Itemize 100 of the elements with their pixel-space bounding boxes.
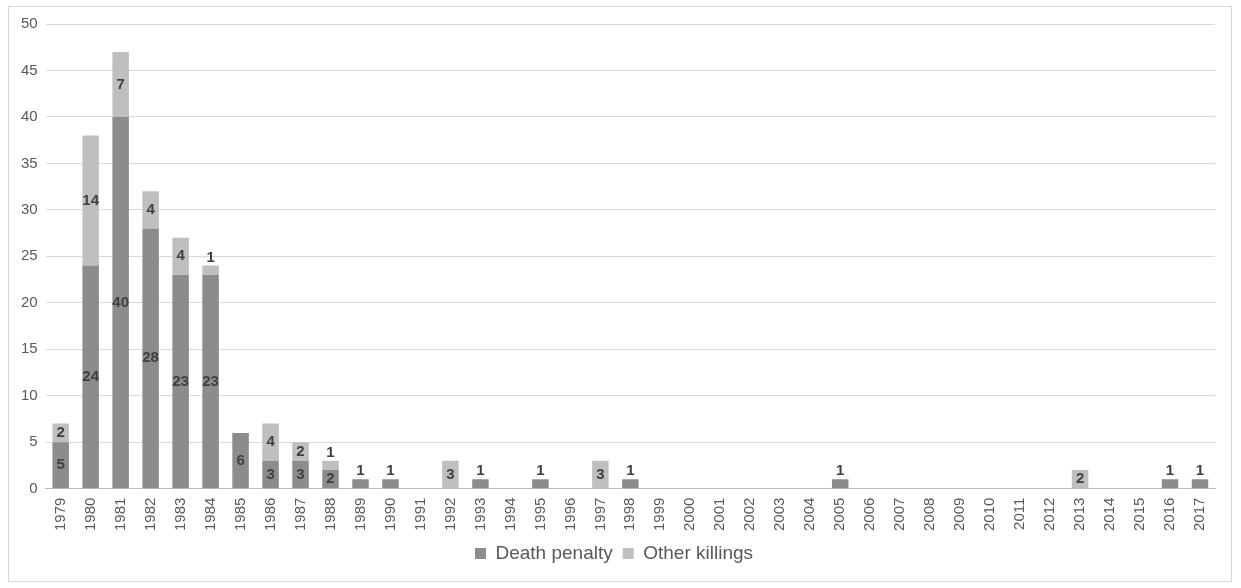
- data-label: 1: [836, 461, 845, 479]
- bar: [1191, 479, 1209, 489]
- x-tick-label: 1995: [530, 497, 548, 532]
- x-tick-label: 2017: [1190, 497, 1208, 532]
- bar: [142, 228, 159, 489]
- x-tick-label: 2000: [680, 497, 698, 532]
- data-label: 5: [56, 455, 65, 473]
- y-tick-label: 15: [21, 339, 38, 357]
- x-tick-label: 1986: [260, 497, 278, 532]
- x-tick-label: 2002: [740, 497, 758, 532]
- data-label: 4: [176, 246, 186, 264]
- x-tick-label: 2009: [950, 497, 968, 532]
- x-tick-label: 2016: [1160, 497, 1178, 532]
- x-tick-label: 2007: [890, 497, 908, 532]
- x-tick-label: 1991: [410, 497, 428, 532]
- bar: [52, 442, 69, 489]
- x-tick-label: 1980: [80, 497, 98, 532]
- bar: [112, 51, 129, 117]
- data-label: 23: [202, 371, 219, 389]
- bar: [82, 265, 99, 489]
- bar: [1161, 479, 1179, 489]
- x-tick-label: 1982: [140, 497, 158, 532]
- bar: [352, 479, 369, 489]
- legend-label: Other killings: [643, 541, 754, 563]
- y-tick-label: 10: [21, 385, 38, 403]
- x-tick-label: 1992: [440, 497, 458, 532]
- data-label: 1: [356, 461, 365, 479]
- x-tick-label: 1979: [50, 497, 68, 532]
- y-tick-label: 45: [21, 60, 38, 78]
- data-label: 23: [172, 371, 189, 389]
- y-tick-label: 50: [21, 14, 38, 32]
- y-tick-label: 20: [21, 292, 38, 310]
- y-tick-label: 5: [29, 432, 38, 450]
- x-tick-label: 2004: [800, 497, 818, 532]
- x-tick-label: 2010: [980, 497, 998, 532]
- data-label: 3: [596, 464, 605, 482]
- x-tick-label: 1997: [590, 497, 608, 532]
- x-tick-label: 2015: [1130, 497, 1148, 532]
- data-label: 1: [536, 461, 545, 479]
- data-label: 40: [112, 292, 129, 310]
- x-tick-label: 1999: [650, 497, 668, 532]
- x-tick-label: 2001: [710, 497, 728, 532]
- bar: [322, 460, 339, 471]
- x-tick-label: 2014: [1100, 497, 1118, 532]
- x-tick-label: 2013: [1070, 497, 1088, 532]
- x-tick-label: 1998: [620, 497, 638, 532]
- x-tick-label: 2003: [770, 497, 788, 532]
- x-tick-label: 2012: [1040, 497, 1058, 532]
- bar: [831, 479, 849, 489]
- x-tick-label: 1981: [110, 497, 128, 532]
- bar: [382, 479, 399, 489]
- data-label: 1: [326, 442, 335, 460]
- data-label: 4: [146, 199, 156, 217]
- legend-label: Death penalty: [495, 541, 614, 563]
- data-label: 1: [386, 461, 395, 479]
- data-label: 6: [236, 450, 245, 468]
- y-tick-label: 25: [21, 246, 38, 264]
- bar: [82, 135, 99, 266]
- bar: [622, 479, 639, 489]
- x-tick-label: 1989: [350, 497, 368, 532]
- bar: [532, 479, 549, 489]
- bar: [142, 191, 159, 229]
- bar: [202, 265, 219, 275]
- data-label: 28: [142, 348, 159, 366]
- bar: [172, 237, 189, 275]
- data-label: 2: [326, 469, 335, 487]
- data-label: 2: [56, 423, 65, 441]
- x-tick-label: 1987: [290, 497, 308, 532]
- data-label: 3: [296, 464, 305, 482]
- data-label: 1: [206, 247, 215, 265]
- data-label: 1: [476, 461, 485, 479]
- data-label: 1: [1195, 461, 1205, 479]
- x-tick-label: 2006: [860, 497, 878, 532]
- x-tick-label: 2011: [1010, 497, 1028, 530]
- bar: [202, 274, 219, 489]
- data-label: 14: [82, 190, 100, 208]
- x-tick-label: 1994: [500, 497, 518, 532]
- x-tick-label: 2008: [920, 497, 938, 532]
- x-tick-label: 1983: [170, 497, 188, 532]
- x-tick-label: 1996: [560, 497, 578, 532]
- x-tick-label: 1985: [230, 497, 248, 532]
- x-tick-label: 1984: [200, 497, 218, 532]
- data-label: 4: [266, 432, 276, 450]
- y-tick-label: 35: [21, 153, 38, 171]
- y-tick-label: 0: [29, 478, 38, 496]
- data-label: 1: [1165, 461, 1175, 479]
- data-label: 2: [1075, 469, 1085, 487]
- bar: [232, 432, 249, 489]
- y-tick-label: 40: [21, 107, 38, 125]
- data-label: 3: [446, 464, 455, 482]
- y-tick-label: 30: [21, 199, 38, 217]
- x-tick-label: 2005: [830, 497, 848, 532]
- bar: [262, 423, 279, 461]
- data-label: 1: [626, 461, 635, 479]
- x-tick-label: 1993: [470, 497, 488, 532]
- data-label: 3: [266, 464, 275, 482]
- bar: [112, 116, 129, 489]
- x-tick-label: 1990: [380, 497, 398, 532]
- bar: [472, 479, 489, 489]
- data-label: 7: [116, 74, 125, 92]
